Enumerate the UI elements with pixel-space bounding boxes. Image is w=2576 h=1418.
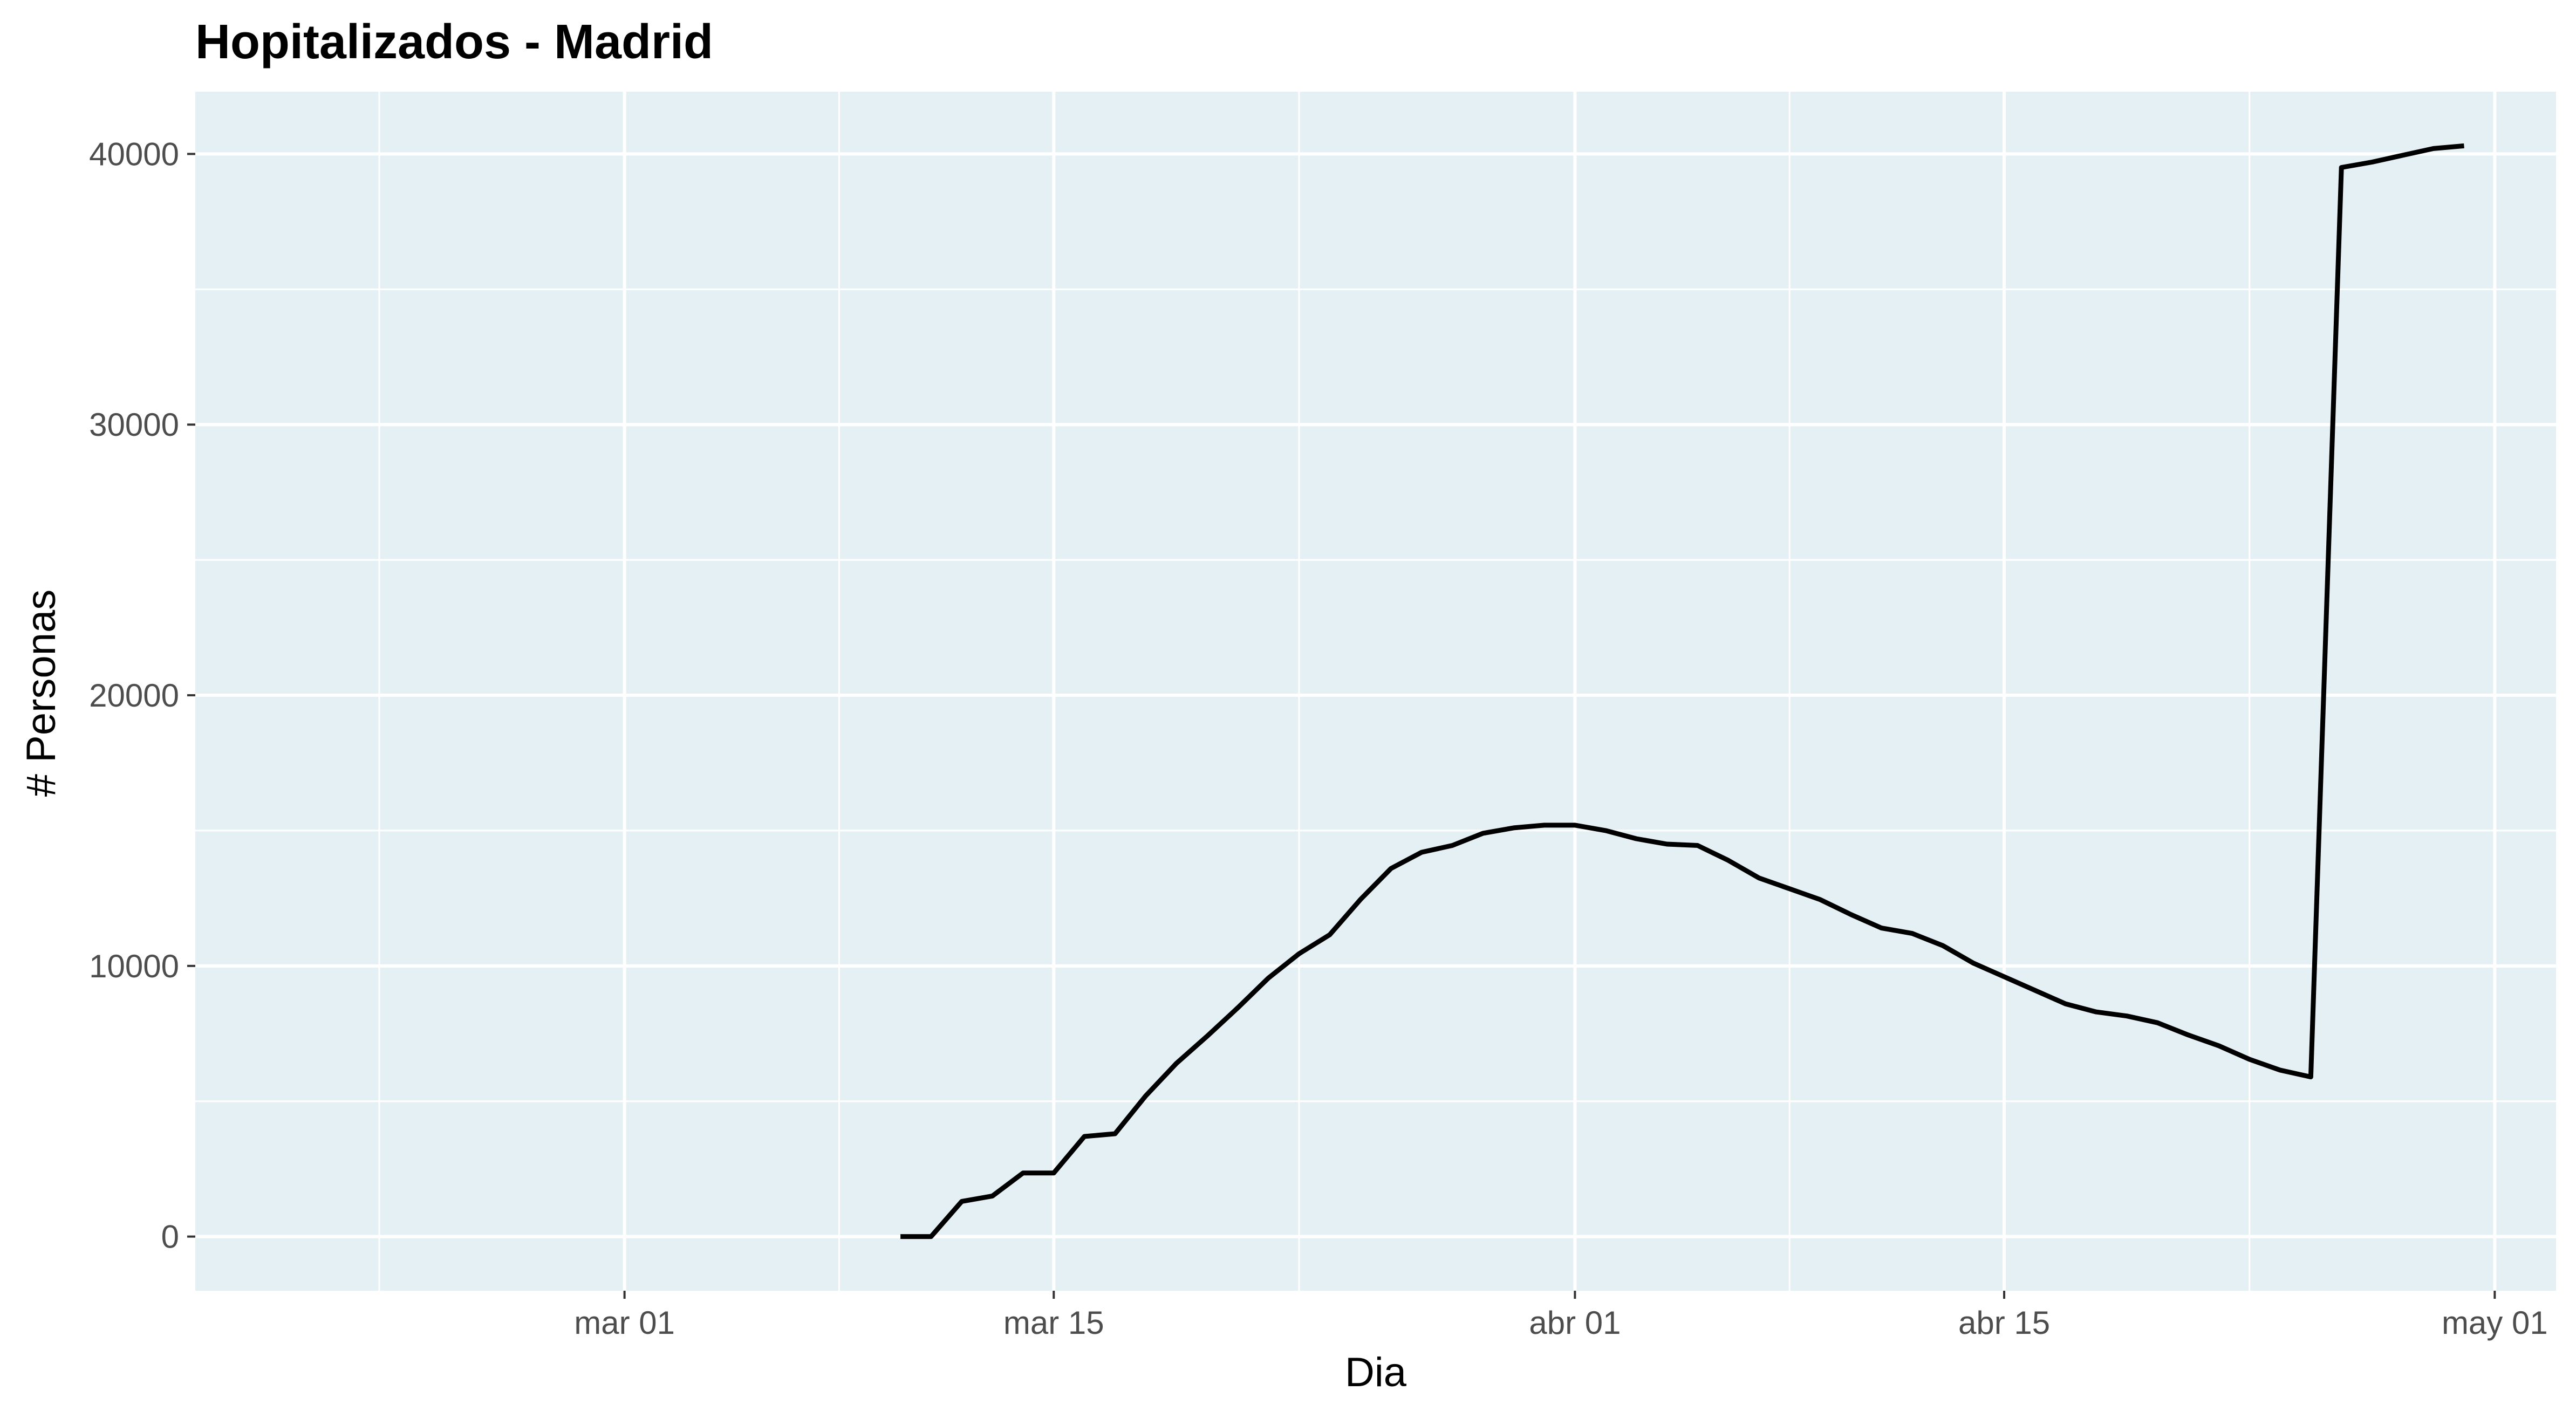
y-tick-label: 0 <box>161 1219 179 1255</box>
major-gridlines <box>195 92 2556 1291</box>
x-axis: mar 01 mar 15 abr 01 abr 15 may 01 <box>574 1291 2548 1341</box>
data-series <box>900 143 2464 1239</box>
y-tick-label: 10000 <box>89 948 179 984</box>
x-tick-label: mar 01 <box>574 1305 675 1341</box>
x-tick-label: may 01 <box>2442 1305 2548 1341</box>
y-axis: 0 10000 20000 30000 40000 <box>89 136 195 1255</box>
x-tick-label: abr 01 <box>1529 1305 1621 1341</box>
plot-panel <box>195 92 2556 1291</box>
x-tick-label: abr 15 <box>1958 1305 2050 1341</box>
y-tick-label: 30000 <box>89 407 179 443</box>
x-axis-title: Dia <box>1345 1350 1407 1395</box>
y-tick-label: 20000 <box>89 677 179 714</box>
y-tick-label: 40000 <box>89 136 179 172</box>
y-axis-title: # Personas <box>18 590 64 797</box>
series-line <box>900 143 2464 1239</box>
x-tick-label: mar 15 <box>1003 1305 1104 1341</box>
minor-gridlines <box>195 92 2556 1291</box>
chart-title: Hopitalizados - Madrid <box>195 15 713 69</box>
